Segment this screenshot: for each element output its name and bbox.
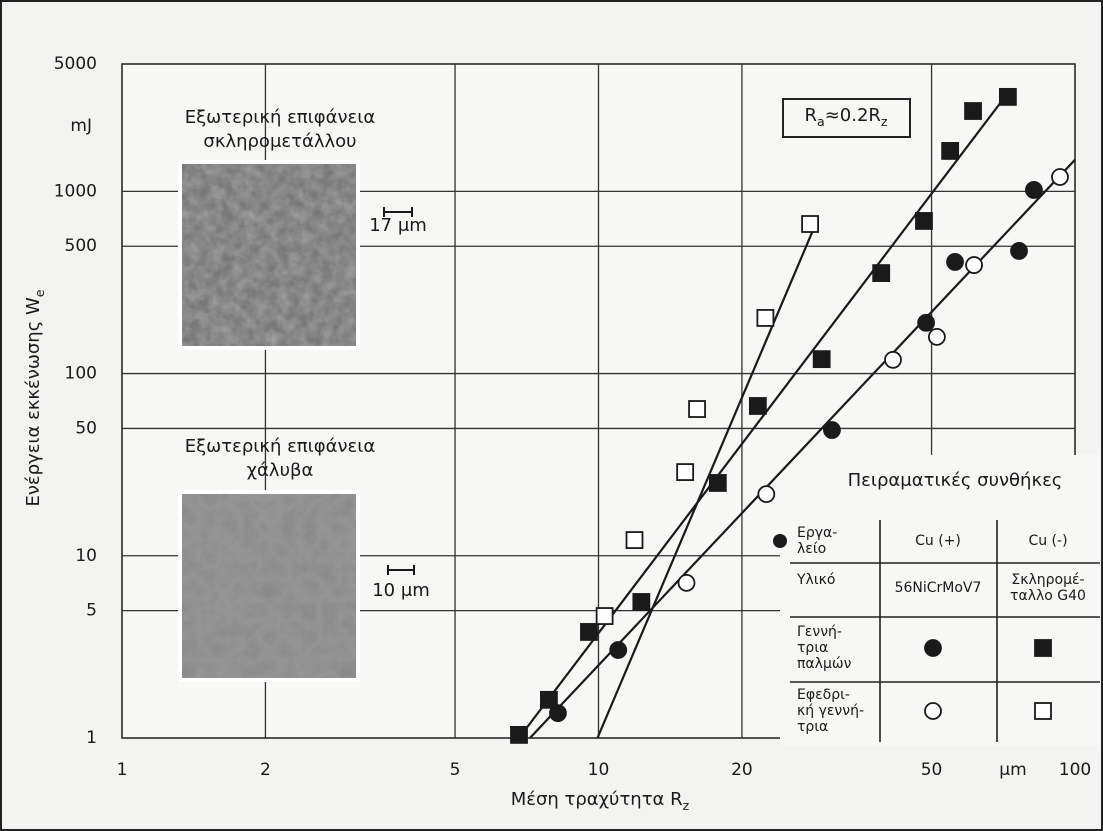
annotation: Ra≈0.2Rz [804,105,887,129]
y-tick-label: 100 [65,364,97,384]
x-tick-label: 100 [1059,760,1091,780]
data-point [942,143,958,159]
table-header: Cu (+) [915,533,961,549]
legend-table: Πειραματικές συνθήκες Εργα-λείο Cu (+) Cu (… [773,455,1100,745]
scale-label: 10 μm [372,580,430,601]
x-tick-label: 10 [588,760,610,780]
table-title: Πειραματικές συνθήκες [848,470,1063,491]
table-cell: Εργα- [797,525,837,541]
inset-caption: Εξωτερική επιφάνεια [185,436,375,457]
x-tick-label: 5 [450,760,461,780]
table-cell: τρια [797,640,828,656]
inset-caption: Εξωτερική επιφάνεια [185,107,375,128]
text-part: Ενέργεια εκκένωσης W [23,297,44,507]
table-cell: Γεννή- [797,624,842,640]
legend-marker [1035,640,1051,656]
data-point [1052,169,1068,185]
scale-label: 17 μm [369,215,427,236]
x-tick-label: 1 [117,760,128,780]
chart: Πειραματικές συνθήκες Εργα-λείο Cu (+) Cu (… [0,0,1103,831]
inset-caption: χάλυβα [247,460,314,481]
table-cell: παλμών [797,656,852,672]
photo-texture [182,494,356,678]
data-point [1026,182,1042,198]
table-cell: κή γεννή- [797,703,864,719]
data-point [511,727,527,743]
table-cell: Σκληρομέ- [1011,572,1084,588]
data-point [1011,243,1027,259]
table-cell: Υλικό [796,572,835,588]
data-point [581,624,597,640]
x-tick-label: 50 [921,760,943,780]
subscript: z [683,798,690,813]
x-tick-label: 20 [731,760,753,780]
subscript: e [32,289,47,297]
data-point [750,398,766,414]
inset-caption: σκληρομετάλλου [203,131,356,152]
data-point [929,329,945,345]
data-point [677,464,693,480]
data-point [802,216,818,232]
y-unit: mJ [70,116,92,136]
data-point [873,265,889,281]
table-cell: 56NiCrMoV7 [895,580,982,596]
x-unit: μm [999,760,1026,780]
data-point [626,532,642,548]
data-point [916,213,932,229]
data-point [965,103,981,119]
data-point [824,422,840,438]
subscript: a [817,114,825,129]
data-point [541,692,557,708]
data-point [597,608,613,624]
subscript: z [881,114,888,129]
data-point [814,351,830,367]
data-point [679,575,695,591]
data-point [757,310,773,326]
table-cell: λείο [797,541,826,557]
data-point [966,257,982,273]
table-header: Cu (-) [1028,533,1067,549]
data-point [710,475,726,491]
data-point [918,315,934,331]
data-point [633,594,649,610]
data-point [610,642,626,658]
data-point [885,352,901,368]
y-tick-label: 5000 [54,54,97,74]
bullet [773,534,787,548]
data-point [947,254,963,270]
y-tick-label: 1 [86,728,97,748]
legend-marker [925,640,941,656]
table-cell: τρια [797,719,828,735]
data-point [689,401,705,417]
x-axis-label: Μέση τραχύτητα Rz [511,789,690,813]
y-tick-label: 10 [75,546,97,566]
y-tick-label: 500 [65,236,97,256]
text-part: R [804,105,817,126]
text-part: Μέση τραχύτητα R [511,789,683,810]
data-point [1000,89,1016,105]
y-tick-label: 1000 [54,181,97,201]
photo-texture [182,164,356,346]
legend-marker [1035,703,1051,719]
legend-marker [925,703,941,719]
data-point [758,486,774,502]
table-cell: ταλλο G40 [1010,588,1086,604]
x-tick-label: 2 [260,760,271,780]
y-axis-label: Ενέργεια εκκένωσης We [23,289,47,506]
table-cell: Εφεδρι- [797,687,850,703]
y-tick-label: 5 [86,601,97,621]
y-tick-label: 50 [75,418,97,438]
text-part: ≈0.2R [825,105,881,126]
